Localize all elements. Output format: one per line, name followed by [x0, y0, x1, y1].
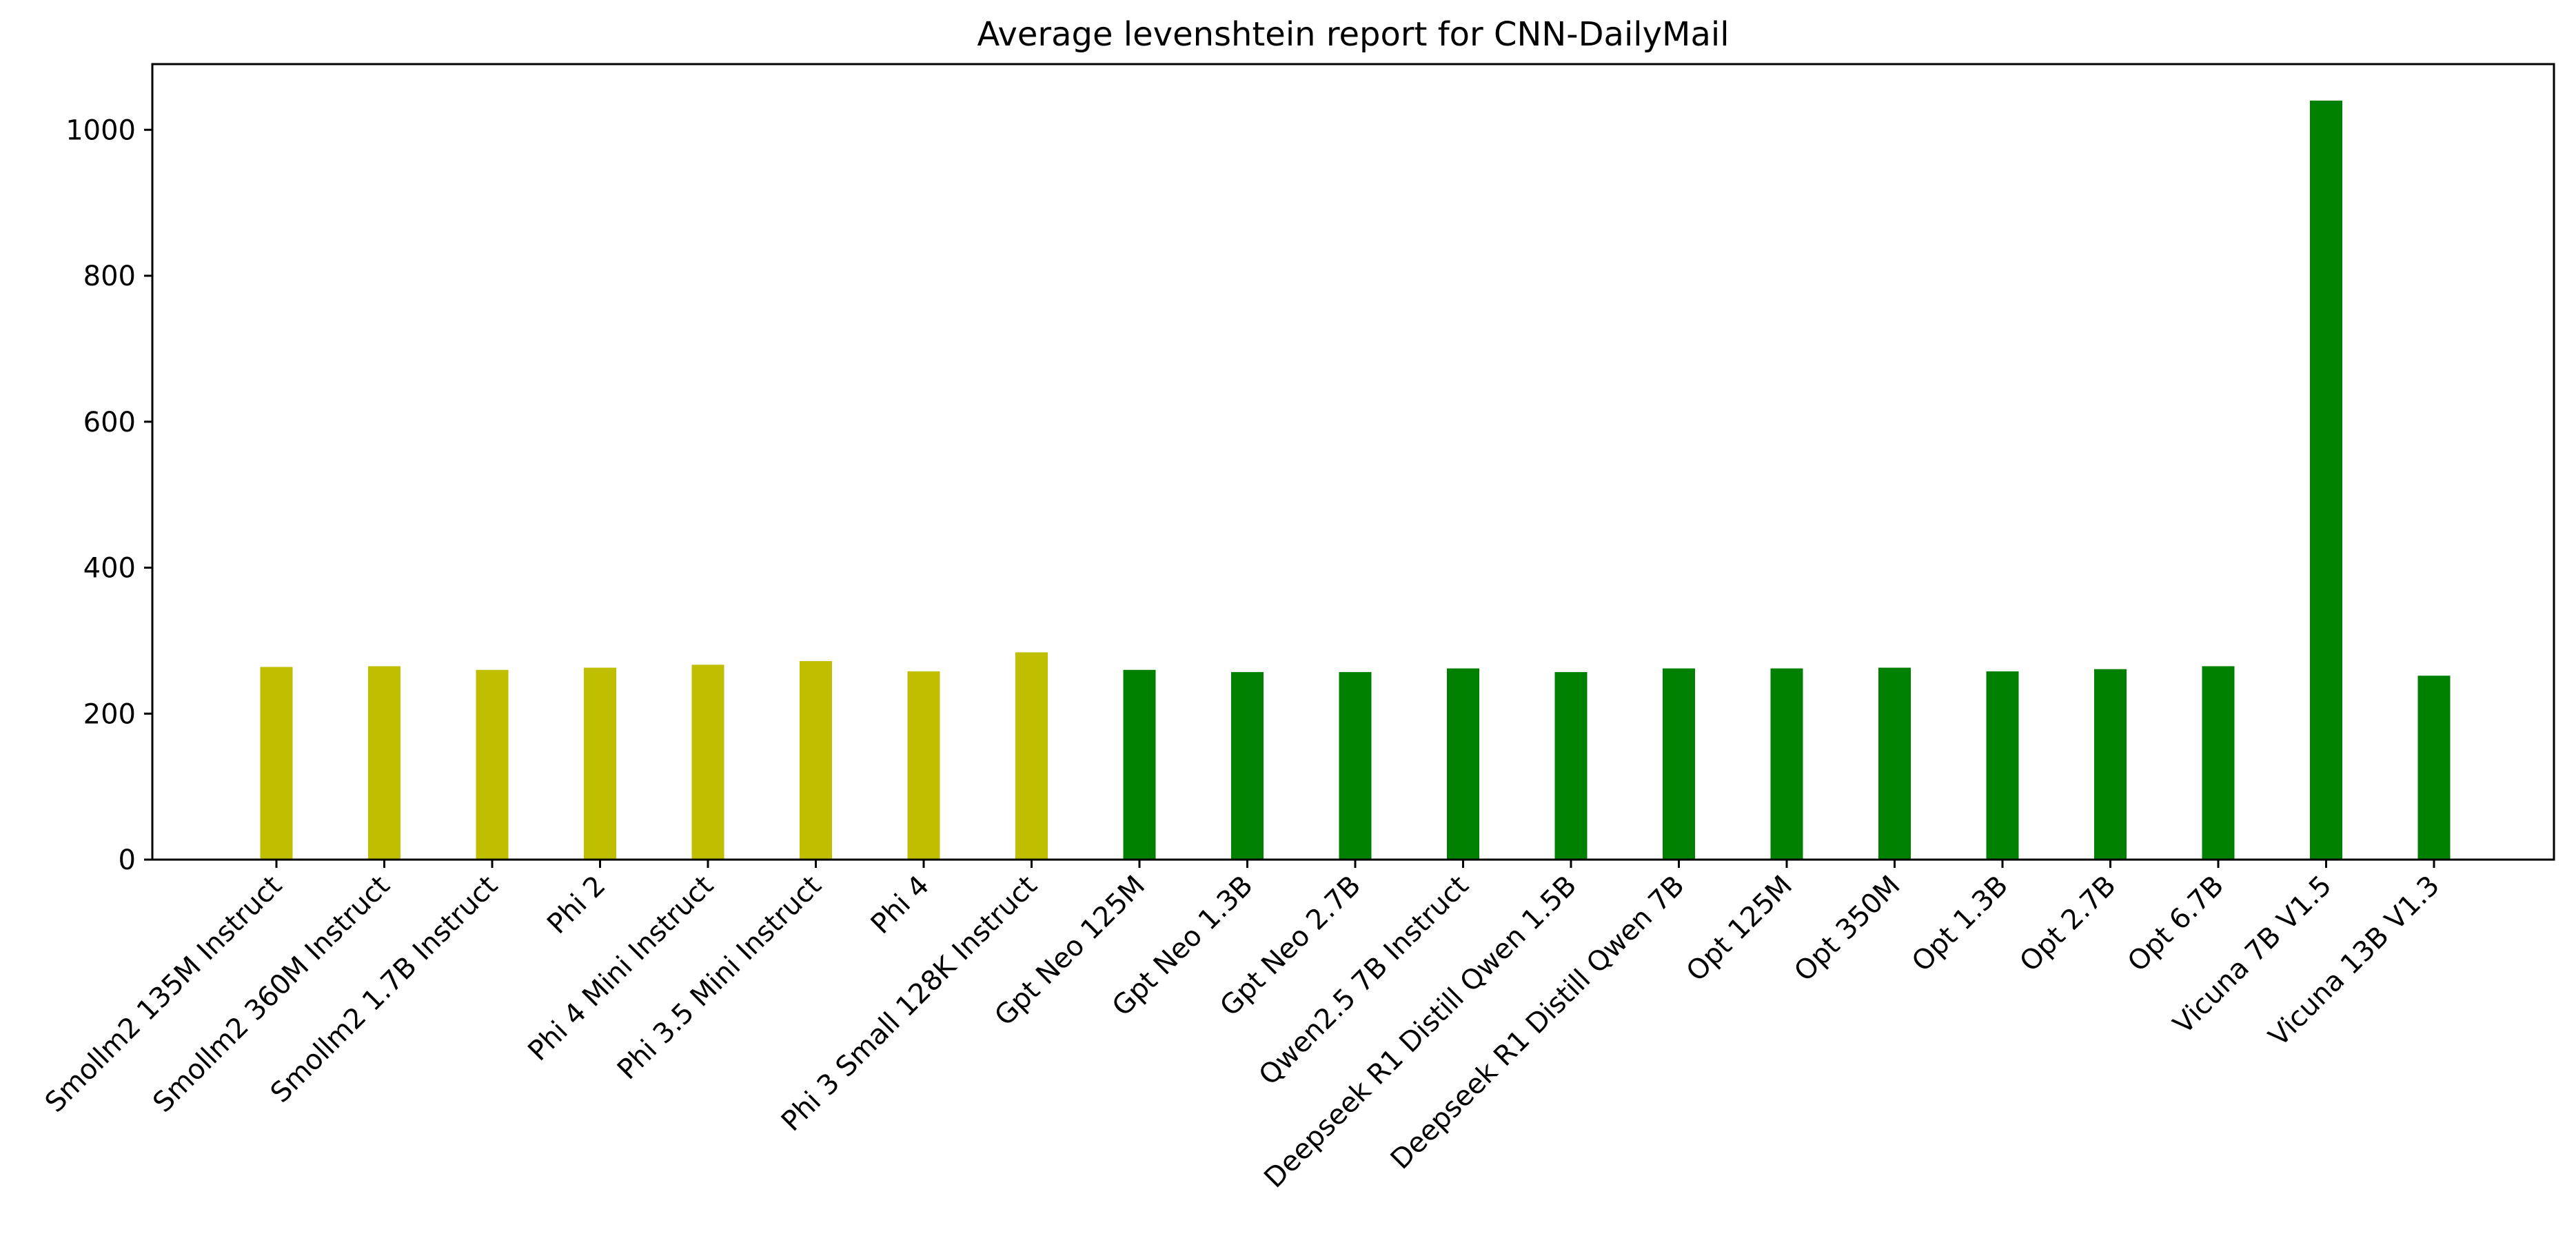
x-tick-label-15: Opt 350M	[1788, 870, 1906, 988]
x-tick-label-3: Phi 2	[541, 870, 611, 940]
bar-8	[1123, 669, 1156, 860]
x-tick-label-5: Phi 3.5 Mini Instruct	[611, 870, 828, 1086]
y-tick-label-2: 400	[83, 553, 136, 585]
x-tick-label-18: Opt 6.7B	[2122, 870, 2230, 978]
x-tick-label-17: Opt 2.7B	[2014, 870, 2122, 978]
bar-4	[691, 665, 724, 860]
bar-2	[476, 669, 509, 860]
bar-0	[260, 667, 293, 860]
bar-14	[1770, 668, 1803, 860]
bar-18	[2202, 666, 2235, 860]
x-tick-label-14: Opt 125M	[1681, 870, 1798, 988]
bar-1	[368, 666, 400, 860]
bar-3	[584, 667, 616, 860]
x-tick-label-4: Phi 4 Mini Instruct	[522, 870, 720, 1068]
y-tick-label-3: 600	[83, 407, 136, 438]
chart-title: Average levenshtein report for CNN-Daily…	[977, 15, 1729, 54]
y-tick-label-4: 800	[83, 261, 136, 292]
bar-5	[800, 661, 832, 860]
plot-frame	[151, 63, 2555, 861]
y-axis: 0 200 400 600 800 1000	[65, 114, 152, 876]
bar-9	[1231, 671, 1264, 860]
bar-17	[2094, 669, 2127, 860]
bar-6	[907, 671, 940, 860]
x-tick-label-16: Opt 1.3B	[1906, 870, 2014, 978]
x-tick-label-6: Phi 4	[865, 870, 935, 940]
y-tick-label-0: 0	[119, 844, 136, 876]
bar-7	[1015, 652, 1048, 860]
y-tick-label-1: 200	[83, 698, 136, 730]
x-tick-label-11: Qwen2.5 7B Instruct	[1253, 870, 1475, 1092]
bar-15	[1878, 667, 1911, 860]
bar-11	[1447, 668, 1479, 860]
bar-10	[1339, 671, 1372, 860]
bar-13	[1663, 668, 1695, 860]
bar-19	[2310, 100, 2342, 860]
bars-group	[260, 100, 2451, 860]
x-tick-label-2: Smollm2 1.7B Instruct	[265, 870, 504, 1109]
y-tick-label-5: 1000	[65, 114, 136, 146]
bar-16	[1986, 671, 2019, 860]
bar-20	[2417, 676, 2451, 860]
bar-12	[1554, 671, 1588, 860]
